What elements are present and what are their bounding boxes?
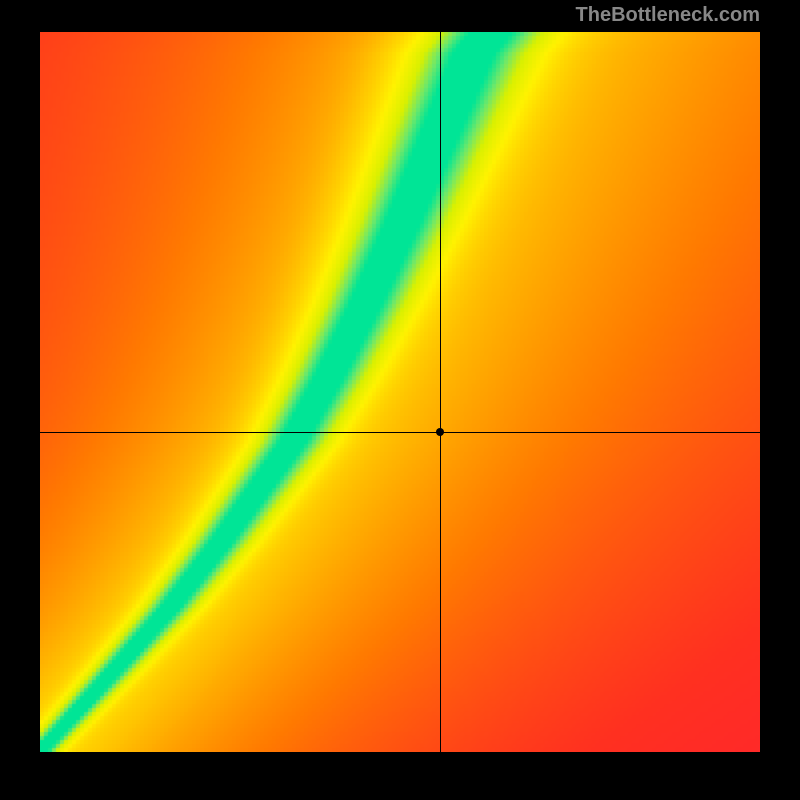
heatmap-plot (40, 32, 760, 752)
watermark-text: TheBottleneck.com (576, 4, 760, 27)
crosshair-marker (436, 428, 444, 436)
heatmap-canvas (40, 32, 760, 752)
crosshair-horizontal (40, 432, 760, 433)
crosshair-vertical (440, 32, 441, 752)
